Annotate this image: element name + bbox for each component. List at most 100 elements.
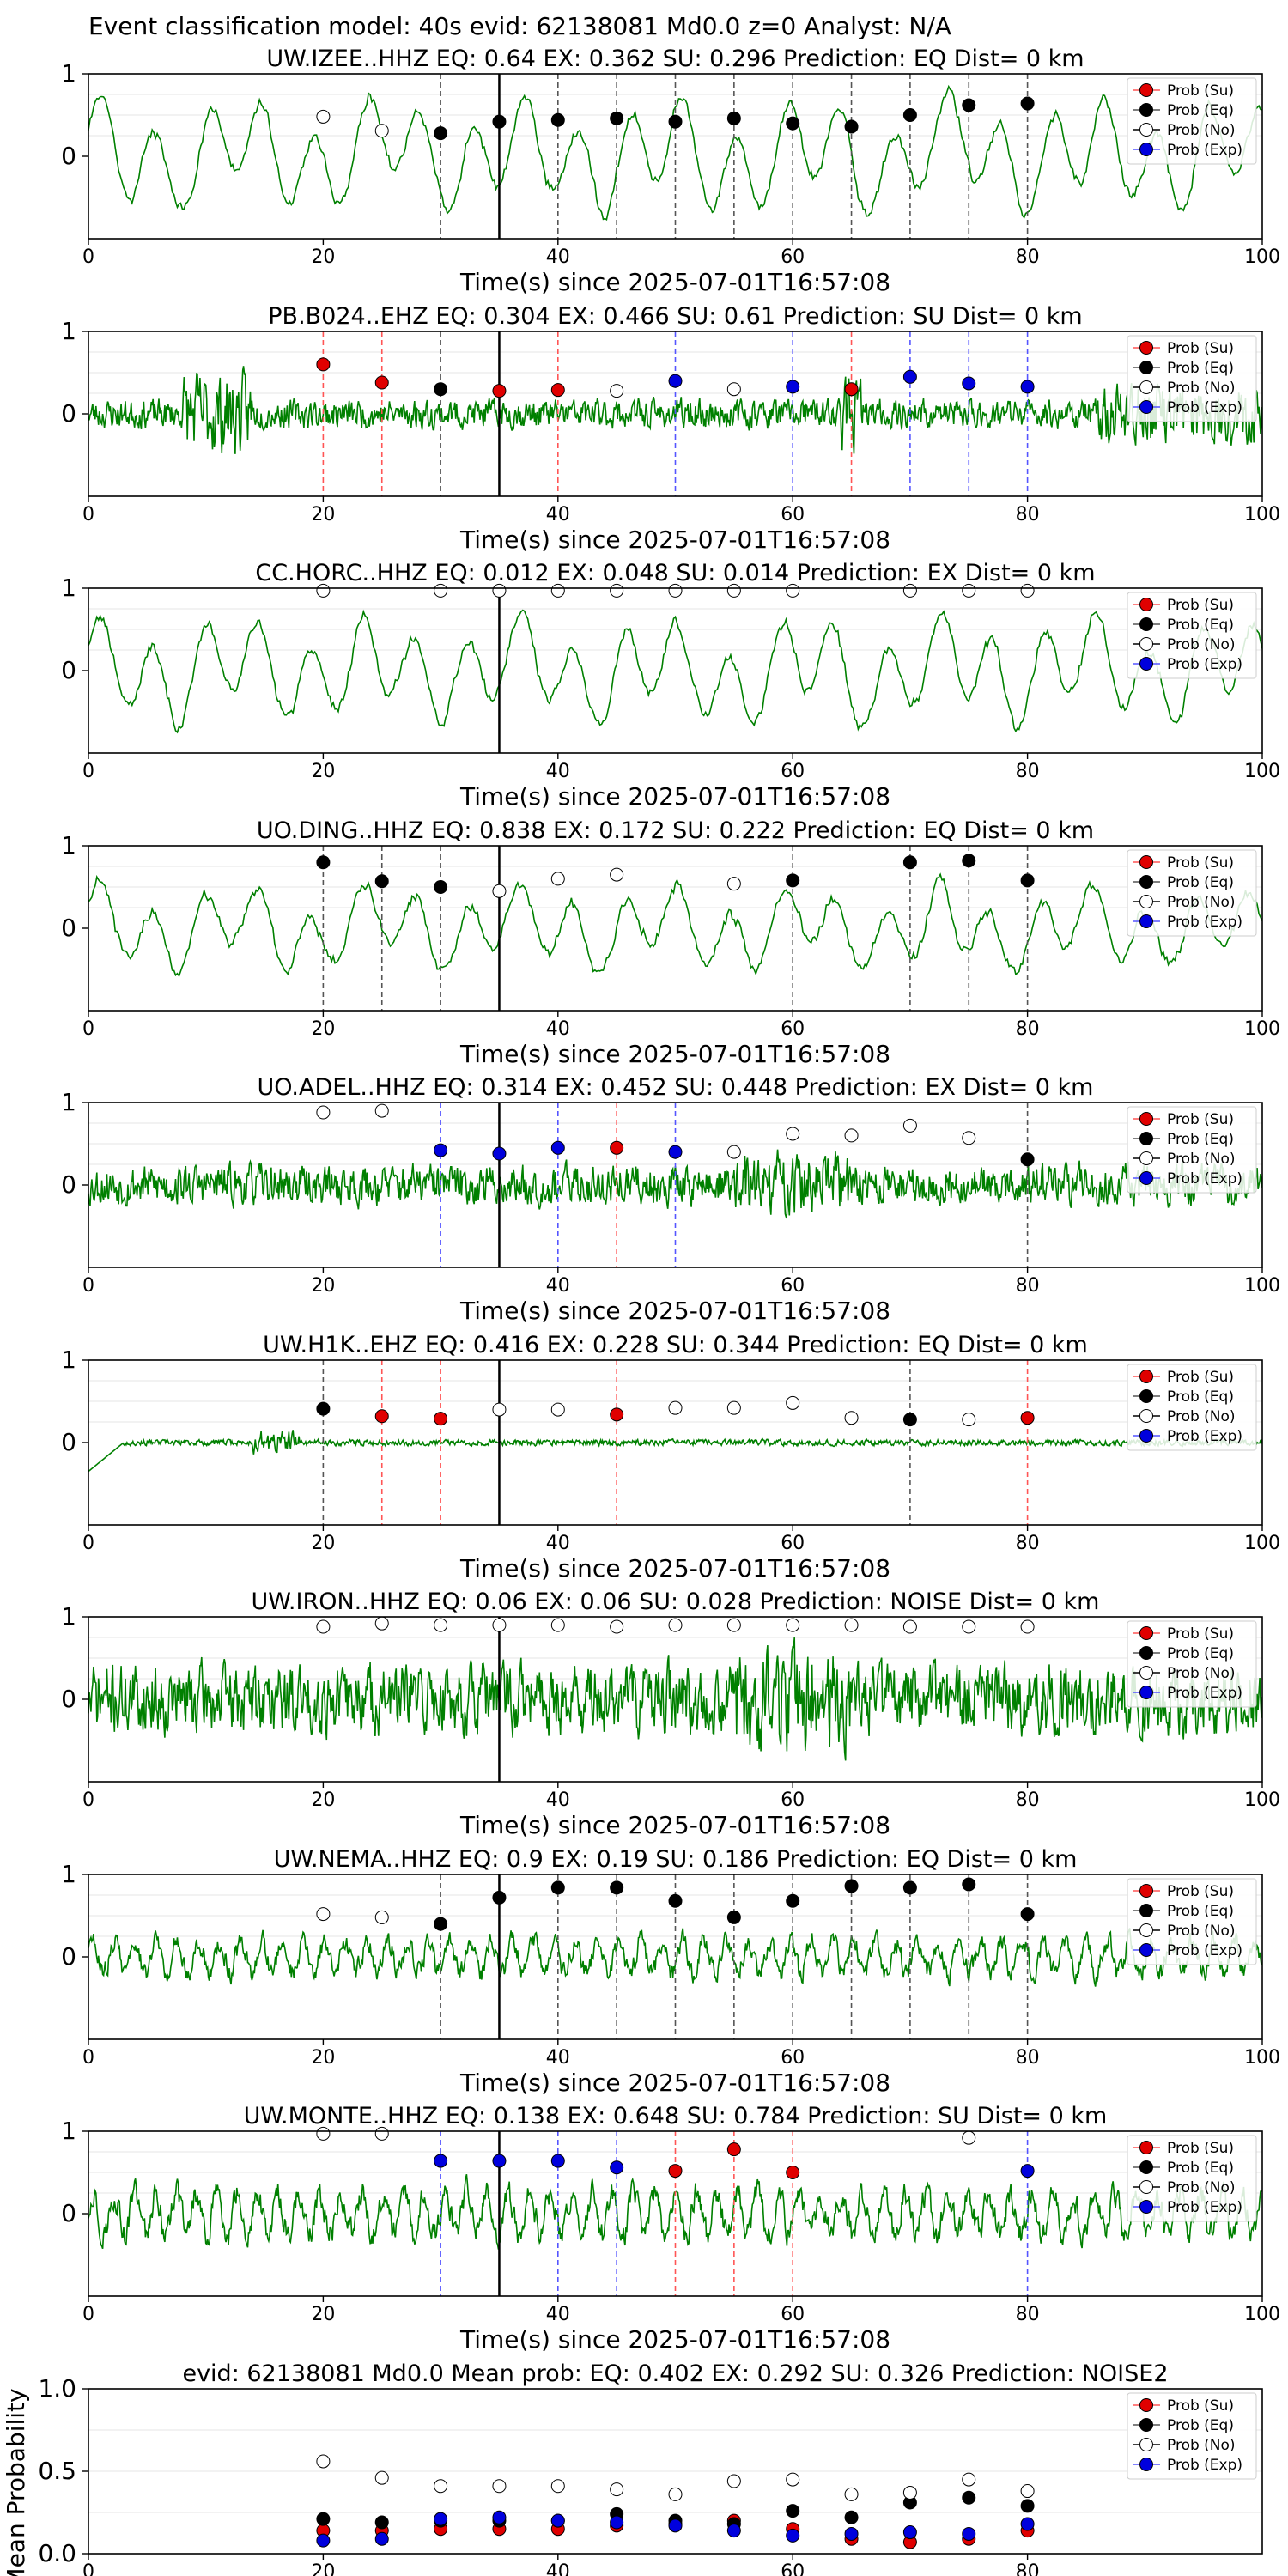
legend-marker	[1139, 400, 1153, 414]
panel-title: UW.H1K..EHZ EQ: 0.416 EX: 0.228 SU: 0.34…	[263, 1332, 1088, 1358]
prob-marker	[786, 380, 800, 394]
prob-marker	[1020, 96, 1035, 111]
x-tick-label: 100	[1244, 246, 1280, 268]
y-tick-label: 0.0	[38, 2539, 76, 2567]
legend-box	[1127, 1364, 1257, 1451]
mean-prob-marker	[610, 2515, 624, 2530]
waveform-trace	[88, 609, 1262, 734]
x-tick-label: 60	[781, 1018, 805, 1040]
plot-area	[88, 331, 1262, 496]
x-tick-label: 100	[1244, 2047, 1280, 2069]
x-tick-label: 80	[1016, 1018, 1040, 1040]
legend-marker	[1139, 617, 1153, 631]
prob-marker	[1020, 1907, 1035, 1922]
prob-marker	[902, 108, 917, 122]
prob-marker	[726, 2142, 741, 2157]
prob-marker	[902, 1880, 917, 1895]
waveform-trace	[88, 84, 1262, 221]
mean-prob-marker	[726, 2474, 741, 2488]
panel-9: UW.MONTE..HHZ EQ: 0.138 EX: 0.648 SU: 0.…	[61, 2103, 1280, 2354]
prob-marker	[492, 884, 507, 898]
panel-title: UW.NEMA..HHZ EQ: 0.9 EX: 0.19 SU: 0.186 …	[274, 1846, 1078, 1873]
prob-marker	[726, 877, 741, 891]
y-tick-label: 1	[61, 317, 76, 345]
plot-area	[88, 2429, 1262, 2513]
x-axis-label: Time(s) since 2025-07-01T16:57:08	[459, 782, 890, 811]
x-axis-label: Time(s) since 2025-07-01T16:57:08	[459, 268, 890, 296]
panel-8: UW.NEMA..HHZ EQ: 0.9 EX: 0.19 SU: 0.186 …	[61, 1846, 1280, 2097]
mean-prob-marker	[786, 2472, 800, 2487]
mean-prob-marker	[902, 2525, 917, 2540]
legend-label: Prob (Eq)	[1167, 1131, 1234, 1148]
prob-marker	[668, 374, 683, 388]
x-tick-label: 40	[546, 1533, 570, 1554]
legend-box	[1127, 1620, 1257, 1708]
prob-marker	[726, 111, 741, 125]
x-tick-label: 40	[546, 2304, 570, 2325]
x-tick-label: 60	[781, 1275, 805, 1297]
legend-marker	[1139, 103, 1153, 117]
mean-prob-marker	[668, 2487, 683, 2501]
prob-marker	[962, 1413, 976, 1427]
prob-marker	[316, 109, 331, 124]
x-tick-label: 80	[1016, 2047, 1040, 2069]
prob-marker	[668, 583, 683, 598]
legend-label: Prob (Eq)	[1167, 102, 1234, 119]
mean-prob-marker	[434, 2479, 448, 2494]
mean-prob-marker	[434, 2512, 448, 2526]
legend-label: Prob (Su)	[1167, 82, 1234, 100]
y-tick-label: 1	[61, 1602, 76, 1631]
legend-label: Prob (No)	[1167, 380, 1236, 397]
mean-prob-marker	[316, 2512, 331, 2526]
prob-marker	[550, 872, 565, 886]
panel-title: UO.ADEL..HHZ EQ: 0.314 EX: 0.452 SU: 0.4…	[258, 1074, 1094, 1101]
legend-label: Prob (Su)	[1167, 854, 1234, 872]
mean-prob-marker	[550, 2513, 565, 2528]
legend-label: Prob (No)	[1167, 2179, 1236, 2196]
x-axis-label: Time(s) since 2025-07-01T16:57:08	[459, 1554, 890, 1583]
mean-prob-marker	[374, 2515, 389, 2530]
legend-label: Prob (Eq)	[1167, 360, 1234, 377]
legend-marker	[1139, 2200, 1153, 2214]
legend-marker	[1139, 2160, 1153, 2174]
x-tick-label: 60	[781, 246, 805, 268]
legend-marker	[1139, 2398, 1153, 2412]
prob-marker	[492, 384, 507, 398]
prob-marker	[726, 1400, 741, 1415]
legend-label: Prob (Eq)	[1167, 1645, 1234, 1662]
mean-prob-marker	[962, 2490, 976, 2505]
prob-marker	[844, 1618, 859, 1632]
prob-marker	[374, 1103, 389, 1118]
prob-marker	[962, 2130, 976, 2145]
prob-marker	[434, 2154, 448, 2168]
legend-label: Prob (Su)	[1167, 1111, 1234, 1128]
prob-marker	[1020, 583, 1035, 598]
x-tick-label: 60	[781, 761, 805, 782]
y-tick-label: 1	[61, 1088, 76, 1116]
x-tick-label: 40	[546, 2047, 570, 2069]
panel-title: CC.HORC..HHZ EQ: 0.012 EX: 0.048 SU: 0.0…	[255, 560, 1095, 586]
mean-prob-marker	[316, 2533, 331, 2548]
prob-marker	[1020, 380, 1035, 394]
prob-marker	[844, 1879, 859, 1893]
mean-prob-marker	[844, 2487, 859, 2501]
prob-marker	[962, 583, 976, 598]
legend-marker	[1139, 895, 1153, 908]
legend-label: Prob (No)	[1167, 894, 1236, 911]
x-tick-label: 0	[82, 504, 94, 526]
prob-marker	[902, 583, 917, 598]
prob-marker	[316, 1401, 331, 1416]
x-tick-label: 80	[1016, 1275, 1040, 1297]
prob-marker	[374, 1616, 389, 1631]
legend-marker	[1139, 1132, 1153, 1145]
legend-marker	[1139, 1646, 1153, 1660]
prob-marker	[1020, 1619, 1035, 1634]
legend-marker	[1139, 598, 1153, 611]
y-tick-label: 1	[61, 574, 76, 602]
x-tick-label: 0	[82, 761, 94, 782]
prob-marker	[786, 583, 800, 598]
prob-marker	[434, 1618, 448, 1632]
legend-label: Prob (Eq)	[1167, 2417, 1234, 2434]
prob-marker	[374, 874, 389, 889]
prob-marker	[962, 1131, 976, 1145]
